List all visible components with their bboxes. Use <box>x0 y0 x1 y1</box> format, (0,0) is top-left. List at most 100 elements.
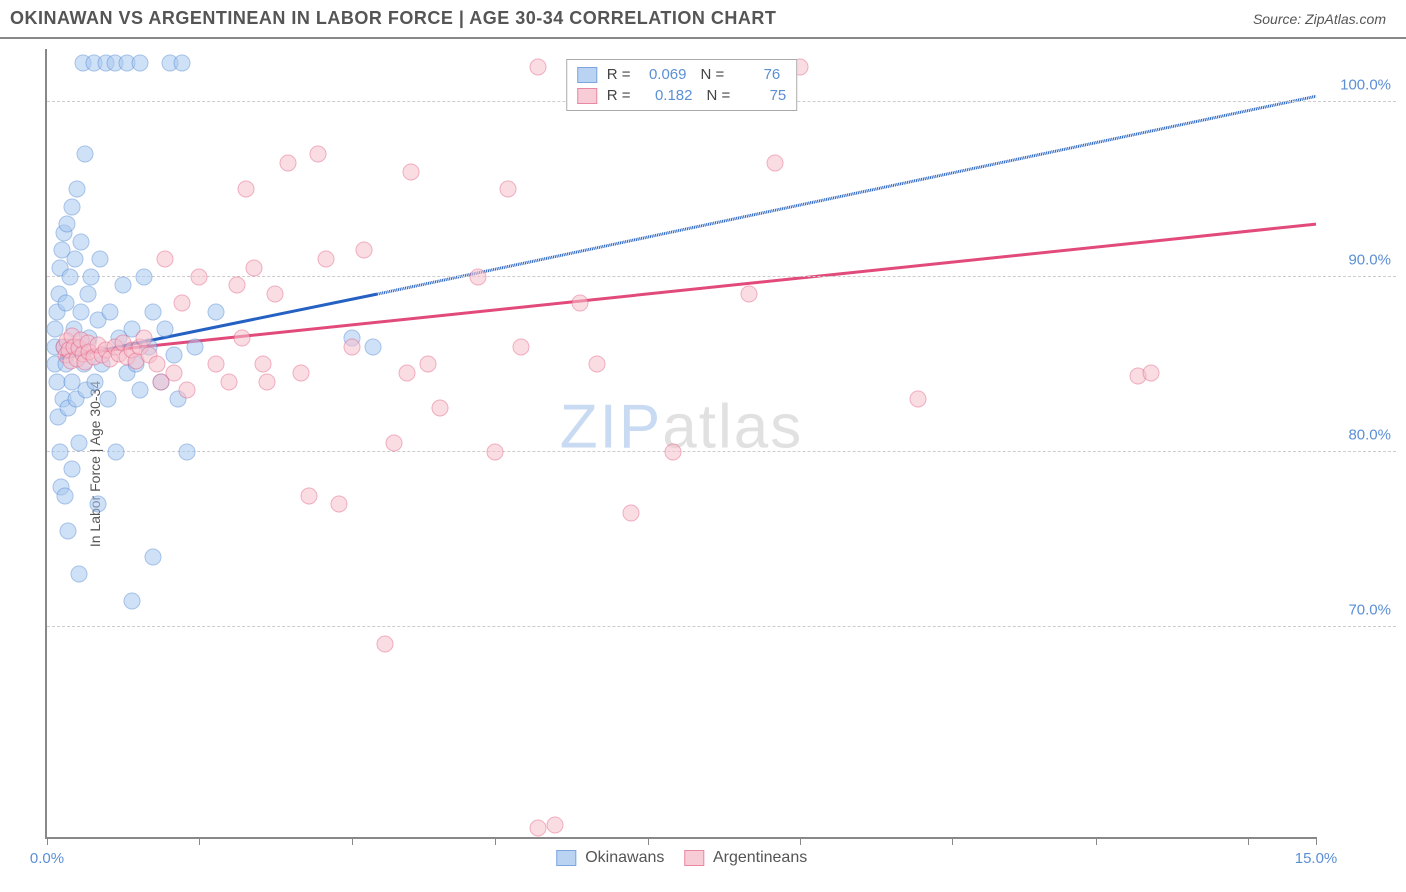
data-point <box>385 435 402 452</box>
data-point <box>318 251 335 268</box>
data-point <box>246 259 263 276</box>
data-point <box>419 356 436 373</box>
data-point <box>229 277 246 294</box>
data-point <box>280 154 297 171</box>
data-point <box>178 382 195 399</box>
data-point <box>132 382 149 399</box>
data-point <box>220 373 237 390</box>
data-point <box>470 268 487 285</box>
data-point <box>92 251 109 268</box>
y-tick-label: 70.0% <box>1348 601 1391 618</box>
data-point <box>191 268 208 285</box>
x-tick <box>47 837 48 845</box>
data-point <box>402 163 419 180</box>
data-point <box>512 338 529 355</box>
x-tick <box>1248 837 1249 845</box>
x-tick <box>648 837 649 845</box>
x-tick <box>1316 837 1317 845</box>
data-point <box>136 268 153 285</box>
data-point <box>364 338 381 355</box>
y-tick-label: 80.0% <box>1348 426 1391 443</box>
data-point <box>233 329 250 346</box>
data-point <box>99 391 116 408</box>
data-point <box>292 364 309 381</box>
swatch-argentineans-icon <box>577 88 597 104</box>
data-point <box>432 399 449 416</box>
data-point <box>79 286 96 303</box>
data-point <box>208 356 225 373</box>
stats-row-argentineans: R =0.182 N =75 <box>577 85 787 106</box>
x-tick <box>800 837 801 845</box>
data-point <box>529 58 546 75</box>
data-point <box>144 548 161 565</box>
data-point <box>71 566 88 583</box>
data-point <box>157 251 174 268</box>
data-point <box>588 356 605 373</box>
data-point <box>910 391 927 408</box>
data-point <box>64 461 81 478</box>
data-point <box>741 286 758 303</box>
data-point <box>500 181 517 198</box>
chart-source: Source: ZipAtlas.com <box>1253 11 1386 27</box>
data-point <box>77 146 94 163</box>
data-point <box>61 268 78 285</box>
chart-title: OKINAWAN VS ARGENTINEAN IN LABOR FORCE |… <box>10 8 776 29</box>
x-tick <box>495 837 496 845</box>
x-tick <box>1096 837 1097 845</box>
data-point <box>571 294 588 311</box>
data-point <box>208 303 225 320</box>
data-point <box>546 816 563 833</box>
data-point <box>56 487 73 504</box>
data-point <box>301 487 318 504</box>
data-point <box>165 347 182 364</box>
data-point <box>343 338 360 355</box>
stats-row-okinawans: R =0.069 N =76 <box>577 64 787 85</box>
series-legend: Okinawans Argentineans <box>556 849 807 867</box>
x-tick <box>952 837 953 845</box>
y-tick-label: 90.0% <box>1348 251 1391 268</box>
data-point <box>136 329 153 346</box>
data-point <box>157 321 174 338</box>
y-tick-label: 100.0% <box>1340 76 1391 93</box>
data-point <box>82 268 99 285</box>
swatch-okinawans-icon <box>556 850 576 866</box>
x-tick-label-first: 0.0% <box>30 850 64 867</box>
data-point <box>165 364 182 381</box>
data-point <box>487 443 504 460</box>
data-point <box>529 820 546 837</box>
data-point <box>60 522 77 539</box>
data-point <box>330 496 347 513</box>
x-tick <box>199 837 200 845</box>
data-point <box>377 636 394 653</box>
data-point <box>102 303 119 320</box>
data-point <box>72 303 89 320</box>
data-point <box>622 505 639 522</box>
swatch-okinawans-icon <box>577 67 597 83</box>
data-point <box>51 443 68 460</box>
gridline <box>47 451 1396 452</box>
plot-region: ZIPatlas R =0.069 N =76 R =0.182 N =75 O… <box>45 49 1316 839</box>
data-point <box>71 435 88 452</box>
data-point <box>174 294 191 311</box>
data-point <box>64 198 81 215</box>
gridline <box>47 276 1396 277</box>
legend-item-okinawans: Okinawans <box>556 849 665 867</box>
data-point <box>258 373 275 390</box>
data-point <box>89 496 106 513</box>
data-point <box>187 338 204 355</box>
data-point <box>356 242 373 259</box>
stats-legend: R =0.069 N =76 R =0.182 N =75 <box>566 59 798 111</box>
data-point <box>237 181 254 198</box>
x-tick <box>352 837 353 845</box>
data-point <box>72 233 89 250</box>
legend-item-argentineans: Argentineans <box>684 849 807 867</box>
data-point <box>132 55 149 72</box>
x-tick-label-last: 15.0% <box>1295 850 1338 867</box>
data-point <box>254 356 271 373</box>
data-point <box>115 277 132 294</box>
data-point <box>87 373 104 390</box>
data-point <box>174 55 191 72</box>
data-point <box>766 154 783 171</box>
data-point <box>267 286 284 303</box>
data-point <box>108 443 125 460</box>
